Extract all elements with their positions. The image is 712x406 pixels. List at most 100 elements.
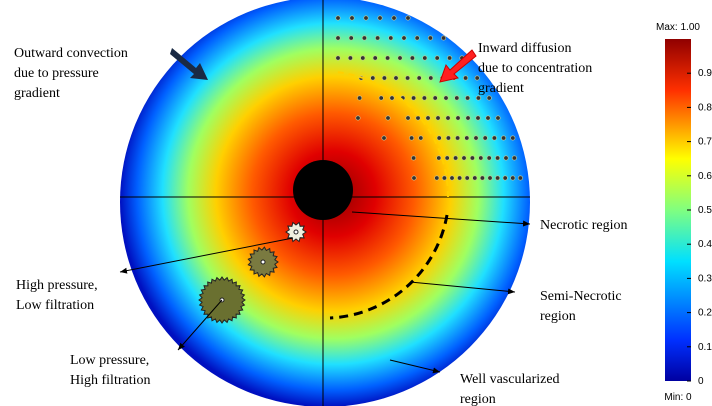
dot <box>444 96 448 100</box>
dot <box>474 136 478 140</box>
gear-hub <box>294 230 298 234</box>
dot <box>349 36 353 40</box>
dot <box>375 36 379 40</box>
dot <box>336 56 340 60</box>
dot <box>492 136 496 140</box>
dot <box>495 176 499 180</box>
dot <box>406 16 410 20</box>
dot <box>362 36 366 40</box>
necrotic-core <box>293 160 353 220</box>
dot <box>465 96 469 100</box>
dot <box>437 156 441 160</box>
dot <box>428 36 432 40</box>
dot <box>379 96 383 100</box>
dot <box>442 176 446 180</box>
label: Inward diffusion <box>478 41 571 56</box>
tick-label: 0.4 <box>698 239 712 250</box>
dot <box>348 56 352 60</box>
tick-label: 0.2 <box>698 308 712 319</box>
dot <box>373 56 377 60</box>
tick-label: 0.6 <box>698 171 712 182</box>
dot <box>495 156 499 160</box>
dot <box>518 176 522 180</box>
dot <box>462 156 466 160</box>
dot <box>475 76 479 80</box>
dot <box>336 16 340 20</box>
label: gradient <box>14 86 60 101</box>
dot <box>456 116 460 120</box>
dot <box>437 136 441 140</box>
dot <box>441 36 445 40</box>
colorbar-min: Min: 0 <box>664 392 692 403</box>
dot <box>455 96 459 100</box>
dot <box>385 56 389 60</box>
label: High pressure, <box>16 278 98 293</box>
dot <box>378 16 382 20</box>
dot <box>357 96 361 100</box>
dot <box>479 156 483 160</box>
dot <box>411 96 415 100</box>
dot <box>487 156 491 160</box>
gear-hub <box>261 260 265 264</box>
tick-label: 0.7 <box>698 137 712 148</box>
dot <box>455 136 459 140</box>
dot <box>486 116 490 120</box>
dot <box>394 76 398 80</box>
dot <box>465 176 469 180</box>
dot <box>445 156 449 160</box>
dot <box>419 136 423 140</box>
dot <box>389 36 393 40</box>
dot <box>390 96 394 100</box>
dot <box>470 156 474 160</box>
dot <box>503 176 507 180</box>
dot <box>501 136 505 140</box>
dot <box>386 116 390 120</box>
dot <box>504 156 508 160</box>
dot <box>382 76 386 80</box>
dot <box>511 136 515 140</box>
tick-label: 0.3 <box>698 273 712 284</box>
dot <box>402 36 406 40</box>
dot <box>422 96 426 100</box>
label: Semi-Necrotic <box>540 289 622 304</box>
dot <box>446 116 450 120</box>
dot <box>450 176 454 180</box>
dot <box>412 176 416 180</box>
dot <box>364 16 368 20</box>
dot <box>416 116 420 120</box>
dot <box>433 96 437 100</box>
label: Well vascularized <box>460 372 560 387</box>
dot <box>457 176 461 180</box>
tick-label: 0 <box>698 376 704 387</box>
diagram: Max: 1.00 Min: 0 Outward convectiondue t… <box>0 0 712 406</box>
label: gradient <box>478 81 524 96</box>
label: region <box>540 309 576 324</box>
dot <box>473 176 477 180</box>
label: Outward convection <box>14 46 128 61</box>
tick-label: 0.8 <box>698 102 712 113</box>
tick-label: 0.5 <box>698 205 712 216</box>
dot <box>405 76 409 80</box>
dot <box>426 116 430 120</box>
dot <box>409 136 413 140</box>
tick-label: 0.1 <box>698 342 712 353</box>
dot <box>371 76 375 80</box>
dot <box>476 96 480 100</box>
dot <box>356 116 360 120</box>
dot <box>511 176 515 180</box>
dot <box>415 36 419 40</box>
label: High filtration <box>70 373 151 388</box>
label: region <box>460 392 496 406</box>
dot <box>487 96 491 100</box>
dot <box>465 136 469 140</box>
label: due to pressure <box>14 66 99 81</box>
dot <box>417 76 421 80</box>
dot <box>496 116 500 120</box>
dot <box>466 116 470 120</box>
dot <box>476 116 480 120</box>
dot <box>382 136 386 140</box>
dot <box>488 176 492 180</box>
dot <box>453 156 457 160</box>
dot <box>446 136 450 140</box>
dot <box>336 36 340 40</box>
